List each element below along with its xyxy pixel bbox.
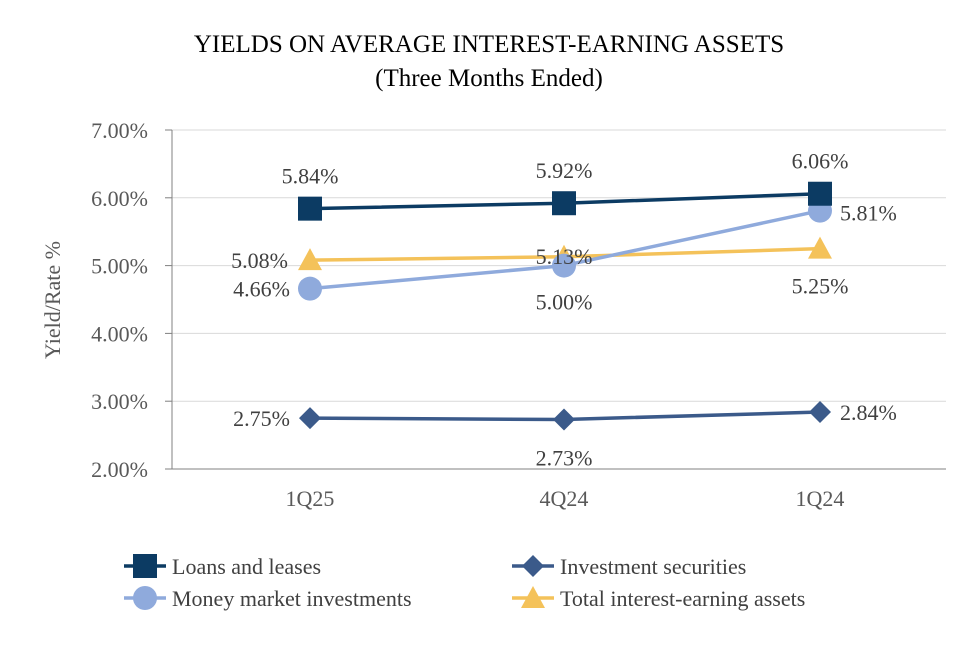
marker-total bbox=[808, 236, 832, 259]
legend-marker-total bbox=[521, 586, 545, 608]
y-tick-label: 4.00% bbox=[91, 321, 148, 346]
legend-label-securities: Investment securities bbox=[560, 554, 746, 579]
legend-label-total: Total interest-earning assets bbox=[560, 586, 805, 611]
data-label-loans: 5.92% bbox=[536, 158, 593, 183]
axes: 2.00% 3.00% 4.00% 5.00% 6.00% 7.00% 1Q25 4Q24 1Q… bbox=[91, 118, 946, 511]
data-label-securities: 2.73% bbox=[536, 446, 593, 471]
data-label-total: 5.13% bbox=[536, 244, 593, 269]
data-label-loans: 6.06% bbox=[792, 149, 849, 174]
legend-marker-money-market bbox=[133, 586, 157, 610]
data-label-money-market: 5.00% bbox=[536, 290, 593, 315]
data-label-securities: 2.84% bbox=[840, 400, 897, 425]
marker-securities bbox=[299, 407, 321, 430]
marker-loans bbox=[552, 191, 576, 216]
x-tick-label: 4Q24 bbox=[540, 486, 589, 511]
marker-loans bbox=[808, 181, 832, 206]
chart-title: YIELDS ON AVERAGE INTEREST-EARNING ASSET… bbox=[194, 31, 784, 58]
x-tick-label: 1Q24 bbox=[796, 486, 845, 511]
marker-money-market bbox=[298, 276, 322, 301]
legend-marker-securities bbox=[522, 555, 544, 577]
y-tick-label: 6.00% bbox=[91, 186, 148, 211]
marker-money-market bbox=[552, 253, 576, 278]
data-label-money-market: 5.81% bbox=[840, 201, 897, 226]
data-label-total: 5.25% bbox=[792, 274, 849, 299]
x-tick-label: 1Q25 bbox=[286, 486, 335, 511]
legend-marker-loans bbox=[133, 554, 157, 578]
y-axis-label: Yield/Rate % bbox=[40, 241, 65, 359]
data-label-money-market: 4.66% bbox=[233, 277, 290, 302]
data-label-loans: 5.84% bbox=[282, 164, 339, 189]
y-tick-label: 2.00% bbox=[91, 457, 148, 482]
legend-label-loans: Loans and leases bbox=[172, 554, 321, 579]
marker-securities bbox=[553, 408, 575, 431]
chart-subtitle: (Three Months Ended) bbox=[375, 65, 603, 92]
marker-total bbox=[298, 248, 322, 271]
legend-label-money-market: Money market investments bbox=[172, 586, 412, 611]
data-labels: 5.84% 5.92% 6.06% 2.75% 2.73% 2.84% 4.66% 5.00%… bbox=[231, 149, 897, 471]
y-tick-label: 7.00% bbox=[91, 118, 148, 143]
y-tick-label: 5.00% bbox=[91, 254, 148, 279]
series-layer bbox=[298, 181, 832, 431]
data-label-total: 5.08% bbox=[231, 248, 288, 273]
marker-loans bbox=[298, 196, 322, 221]
marker-securities bbox=[809, 401, 831, 424]
legend: Loans and leases Investment securities Mon… bbox=[124, 554, 805, 611]
y-tick-label: 3.00% bbox=[91, 389, 148, 414]
data-label-securities: 2.75% bbox=[233, 406, 290, 431]
